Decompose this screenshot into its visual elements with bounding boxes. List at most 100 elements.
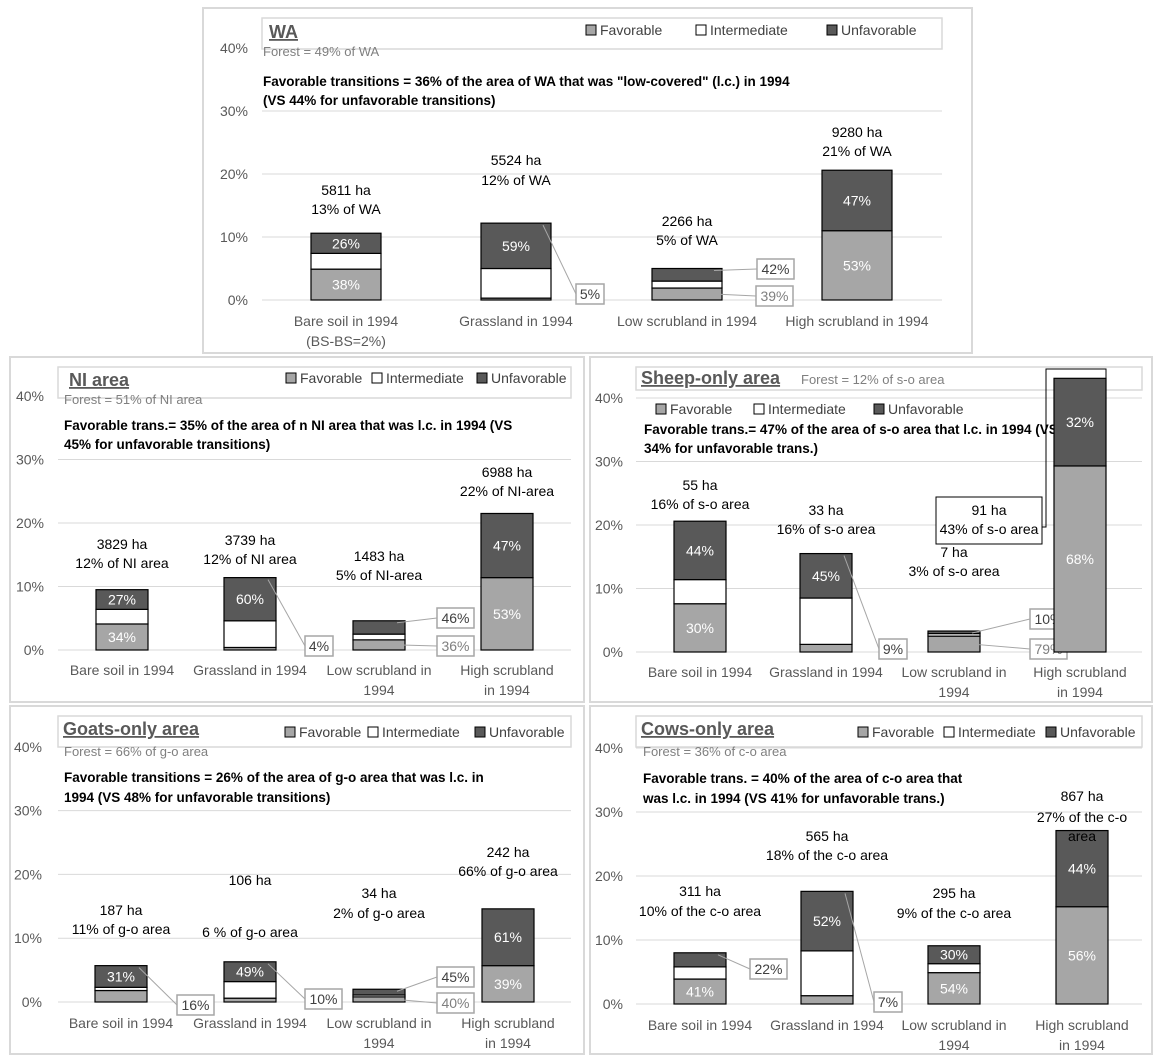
bar-unfavorable (480, 222, 552, 270)
legend-label-intermediate: Intermediate (958, 724, 1036, 740)
annotation-line: Favorable trans. = 40% of the area of c-… (643, 771, 963, 786)
bar-intermediate (651, 280, 723, 289)
y-tick-label: 10% (595, 932, 623, 948)
legend-swatch-intermediate (753, 403, 765, 415)
annotation-line: 1994 (VS 48% for unfavorable transitions… (64, 790, 330, 805)
legend-label-intermediate: Intermediate (768, 401, 846, 417)
data-label-favorable: 56% (1068, 947, 1096, 963)
legend-swatch-unfavorable (1045, 726, 1057, 738)
bar-intermediate (95, 608, 149, 625)
callout-label: 45% (441, 969, 469, 985)
x-tick-label: Low scrubland in (901, 664, 1006, 680)
top-label-share: 12% of NI area (75, 555, 169, 571)
x-tick-label: 1994 (938, 1037, 969, 1053)
top-label-area: 6988 ha (482, 464, 533, 480)
legend-swatch-intermediate (695, 24, 707, 36)
callout-box (304, 635, 334, 657)
top-label-share: 12% of WA (481, 172, 551, 188)
callout-leader (396, 998, 438, 1004)
data-label-favorable: 41% (686, 984, 714, 1000)
legend-label-intermediate: Intermediate (710, 22, 788, 38)
x-tick-label: Bare soil in 1994 (648, 1017, 753, 1033)
y-tick-label: 0% (228, 292, 248, 308)
top-label-share: 43% of s-o area (940, 521, 1039, 537)
top-label-box (935, 496, 1043, 545)
data-label-unfavorable: 47% (493, 538, 521, 554)
bar-unfavorable (480, 512, 534, 579)
top-label-area: 5524 ha (491, 152, 542, 168)
top-label-share: 16% of s-o area (651, 496, 750, 512)
chart-4: 0% 10% 20% 30% 40% Cows-only area Forest = 36%… (595, 715, 1143, 1053)
top-label-leader (1042, 368, 1107, 528)
bar-unfavorable (481, 908, 535, 967)
y-tick-label: 10% (220, 229, 248, 245)
bar-favorable (673, 603, 727, 653)
legend-swatch-unfavorable (476, 372, 488, 384)
data-label-unfavorable: 31% (107, 968, 135, 984)
top-label-share: 6 % of g-o area (202, 924, 298, 940)
x-tick-label: in 1994 (484, 682, 530, 698)
callout-label: 7% (878, 994, 898, 1010)
bar-unfavorable (799, 552, 853, 599)
data-label-favorable: 34% (108, 629, 136, 645)
callout-box (749, 958, 788, 980)
data-label-favorable: 38% (332, 277, 360, 293)
callout-box (176, 994, 215, 1016)
top-label-share: 22% of NI-area (460, 483, 554, 499)
bar-unfavorable (95, 589, 149, 610)
x-tick-label: Low scrubland in (326, 1015, 431, 1031)
chart-title: Goats-only area (63, 719, 200, 739)
callout-leader (267, 963, 306, 1000)
top-label-share-cont: area (1068, 828, 1096, 844)
y-tick-label: 20% (595, 517, 623, 533)
callout-leader (971, 618, 1031, 634)
legend-swatch-intermediate (943, 726, 955, 738)
callout-label: 4% (309, 638, 329, 654)
data-label-unfavorable: 27% (108, 592, 136, 608)
bar-intermediate (799, 597, 853, 645)
x-tick-label: in 1994 (1057, 684, 1103, 700)
x-tick-label: (BS-BS=2%) (306, 333, 386, 349)
chart-1: 0% 10% 20% 30% 40% NI area Forest = 51% of NI … (16, 366, 572, 698)
data-label-unfavorable: 30% (940, 947, 968, 963)
annotation-line: Favorable trans.= 35% of the area of n N… (64, 418, 512, 433)
callout-label: 39% (760, 288, 788, 304)
x-tick-label: Low scrubland in (901, 1017, 1006, 1033)
callout-box (436, 607, 475, 629)
legend-swatch-unfavorable (474, 726, 486, 738)
bar-intermediate (673, 966, 727, 980)
top-label-share: 11% of g-o area (72, 921, 171, 937)
bar-favorable (927, 972, 981, 1005)
data-label-unfavorable: 26% (332, 235, 360, 251)
bar-favorable (800, 995, 854, 1005)
bar-favorable (799, 643, 853, 653)
callout-leader (542, 224, 577, 295)
chart-title: Cows-only area (641, 719, 775, 739)
legend-label-favorable: Favorable (670, 401, 732, 417)
bar-intermediate (480, 267, 552, 299)
bar-unfavorable (1055, 829, 1109, 908)
legend-label-unfavorable: Unfavorable (841, 22, 917, 38)
callout-label: 42% (761, 261, 789, 277)
legend-label-unfavorable: Unfavorable (888, 401, 964, 417)
chart-0: 0% 10% 20% 30% 40% WA Forest = 49% of WA Favora… (220, 17, 943, 349)
chart-subtitle: Forest = 66% of g-o area (64, 744, 209, 759)
bar-intermediate (223, 620, 277, 649)
bar-unfavorable (352, 988, 406, 996)
bar-favorable (95, 623, 149, 651)
legend-label-intermediate: Intermediate (386, 370, 464, 386)
x-tick-label: in 1994 (1059, 1037, 1105, 1053)
bar-unfavorable (651, 267, 723, 282)
callout-leader (717, 954, 751, 970)
bar-unfavorable (927, 945, 981, 965)
callout-box (756, 258, 795, 280)
chart-3: 0% 10% 20% 30% 40% Goats-only area Forest = 66… (14, 715, 572, 1051)
chart-subtitle: Forest = 36% of c-o area (643, 744, 787, 759)
top-label-share: 16% of s-o area (777, 521, 876, 537)
legend-swatch-favorable (284, 726, 296, 738)
x-tick-label: Bare soil in 1994 (294, 313, 399, 329)
top-label-area: 106 ha (229, 872, 272, 888)
x-tick-label: Grassland in 1994 (769, 664, 883, 680)
callout-box (873, 991, 903, 1013)
